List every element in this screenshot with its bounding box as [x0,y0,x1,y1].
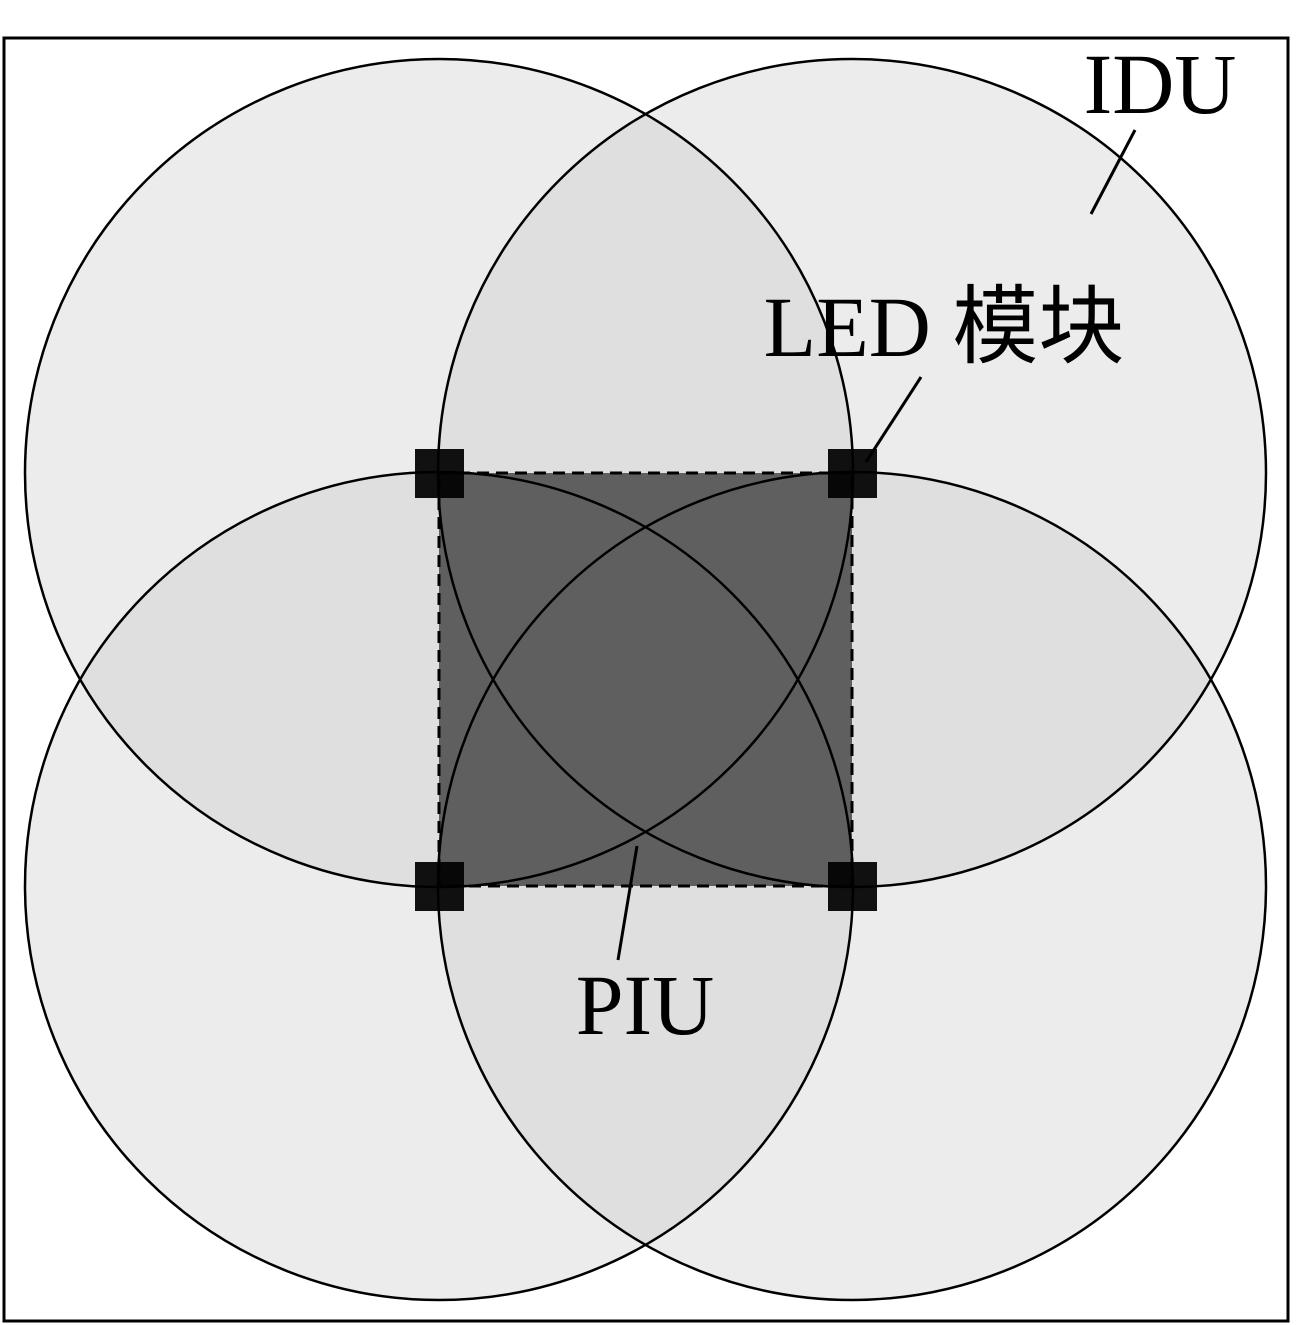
idu-label: IDU [1084,36,1237,132]
led-modules [415,449,877,911]
led-module-bottom-left [415,862,464,911]
led-module-bottom-right [828,862,877,911]
piu-leader-line [616,845,639,961]
idu-leader-line [1089,129,1137,215]
piu-label: PIU [576,957,715,1053]
leader-lines [616,129,1137,961]
led-module-label: LED 模块 [764,279,1125,375]
piu-region-square [437,471,854,888]
led-module-top-left [415,449,464,498]
led-module-leader-line [864,376,923,463]
